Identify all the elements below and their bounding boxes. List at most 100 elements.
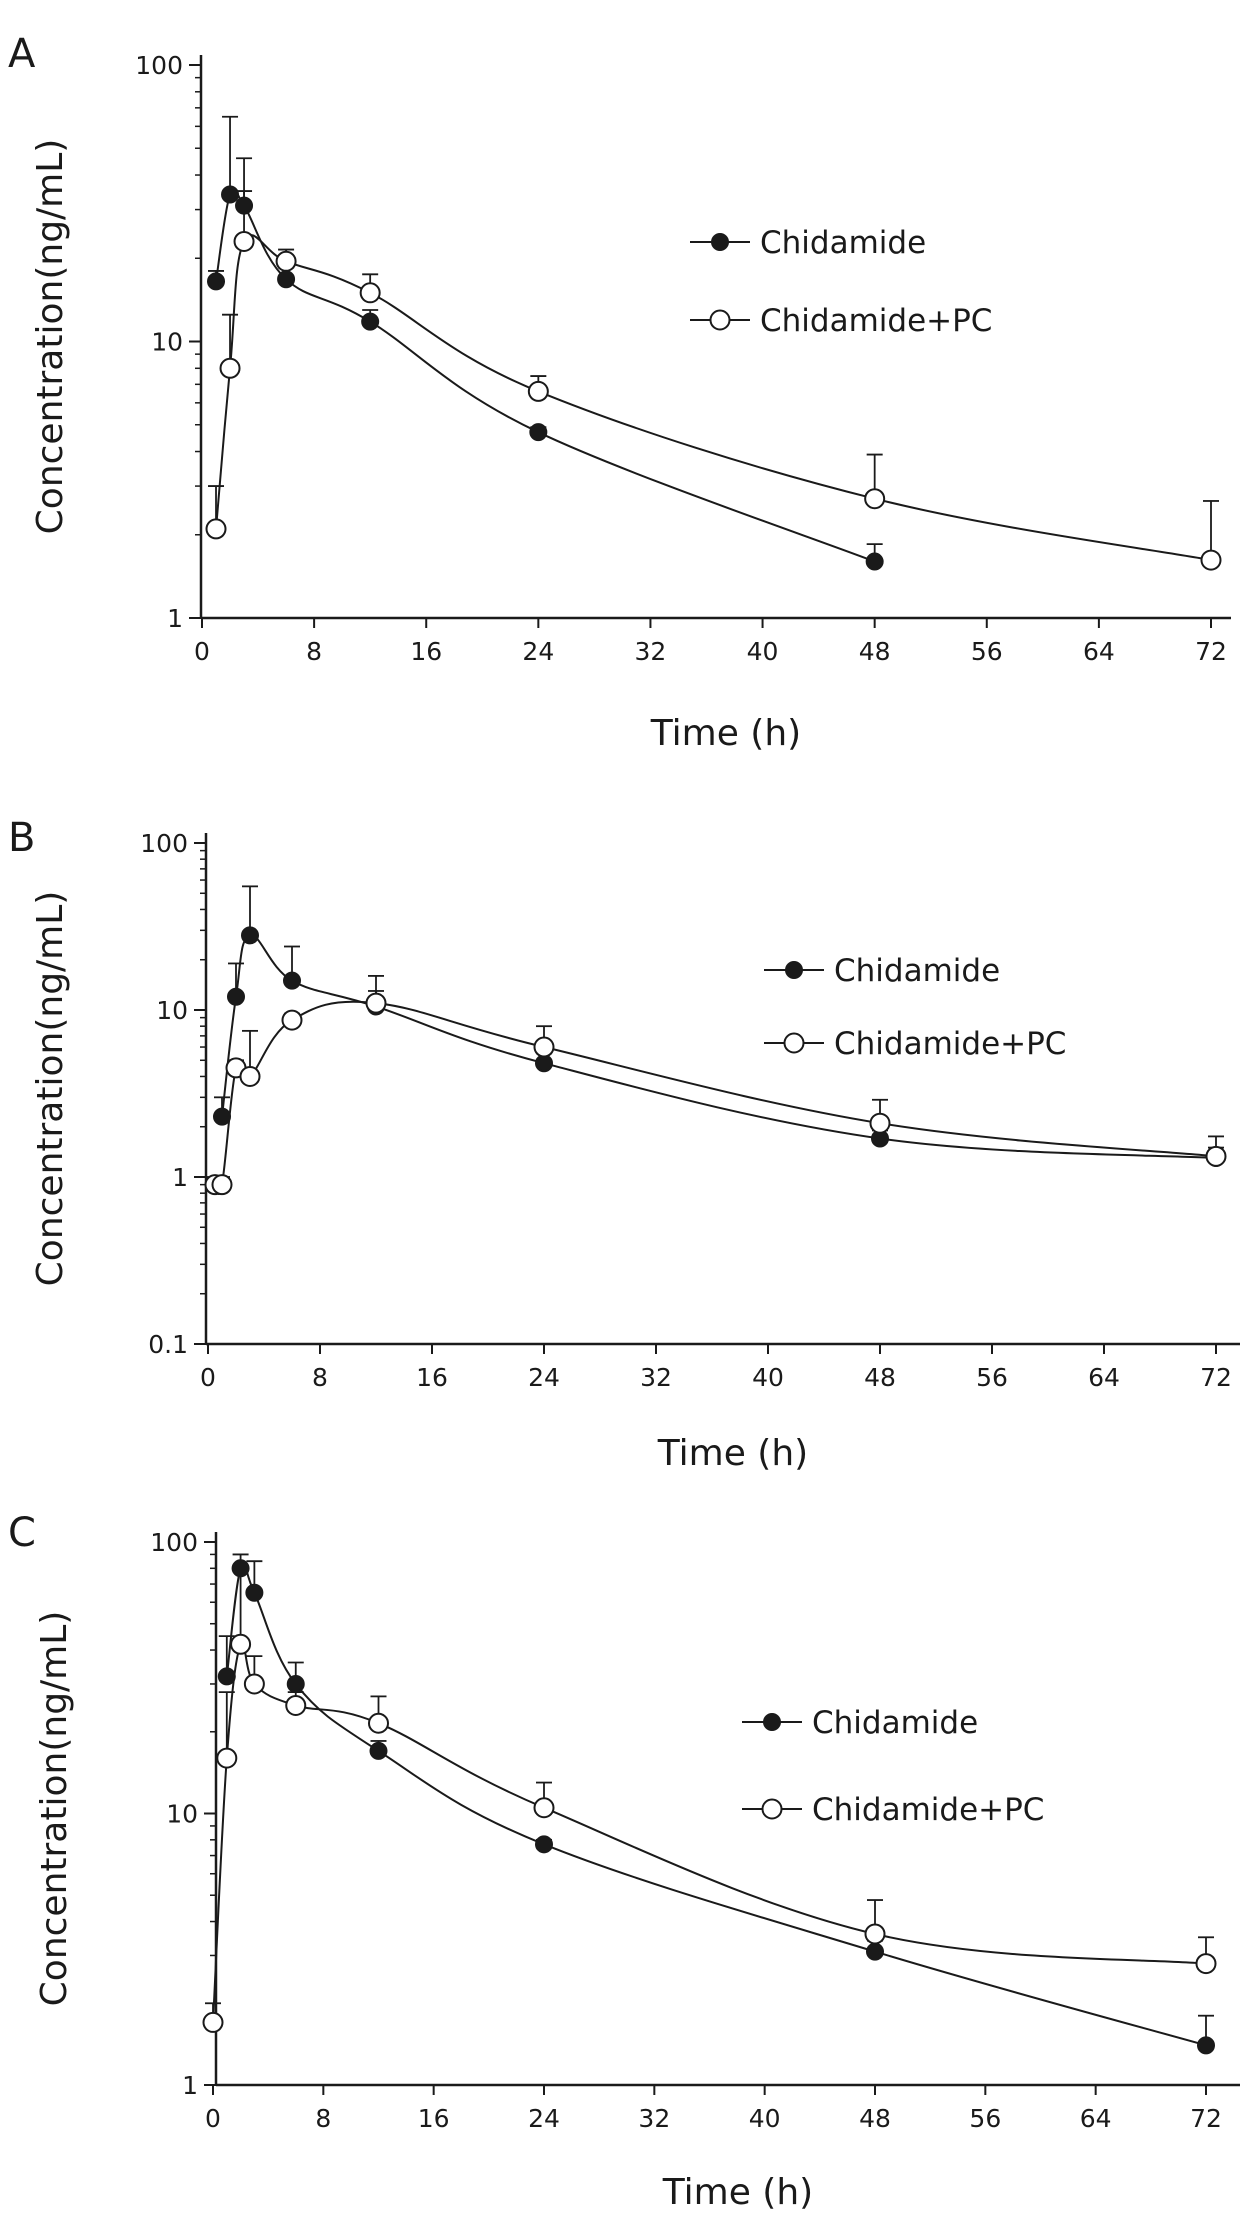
y-tick-label: 100 — [135, 51, 183, 80]
data-point — [219, 357, 241, 379]
x-tick-label: 64 — [1080, 2104, 1112, 2133]
x-tick-label: 40 — [747, 637, 779, 666]
x-tick-label: 0 — [205, 2104, 221, 2133]
data-point — [368, 1712, 389, 1734]
data-point — [533, 1036, 555, 1058]
data-point — [227, 987, 245, 1006]
y-tick-label: 10 — [156, 996, 188, 1025]
legend: Chidamide Chidamide+PC — [742, 1705, 1044, 1828]
data-point — [230, 1633, 252, 1655]
x-tick-label: 56 — [976, 1363, 1008, 1392]
series-chidamide — [217, 1553, 1215, 2055]
y-axis-title: Concentration(ng/mL) — [34, 1611, 75, 2007]
data-point — [217, 1667, 236, 1686]
x-tick-label: 40 — [749, 2104, 781, 2133]
data-point — [1197, 2036, 1215, 2055]
data-point — [369, 1741, 388, 1760]
x-tick-label: 8 — [315, 2104, 331, 2133]
x-tick-label: 72 — [1200, 1363, 1232, 1392]
legend-marker — [761, 1798, 783, 1820]
y-tick-label: 100 — [150, 1528, 198, 1557]
x-axis-title: Time (h) — [662, 2172, 813, 2213]
y-axis-title: Concentration(ng/mL) — [30, 139, 71, 535]
data-point — [202, 2011, 224, 2033]
data-point — [221, 185, 240, 204]
x-tick-label: 0 — [194, 637, 210, 666]
panel-letter: C — [8, 1510, 36, 1556]
x-tick-label: 32 — [635, 637, 667, 666]
data-point — [359, 282, 381, 304]
x-axis-title: Time (h) — [650, 713, 801, 754]
x-tick-label: 32 — [640, 1363, 672, 1392]
data-point — [216, 1747, 238, 1769]
data-point — [281, 1009, 303, 1031]
data-point — [239, 1065, 261, 1087]
x-tick-label: 8 — [312, 1363, 328, 1392]
series-chidamide-pc — [202, 1567, 1217, 2033]
x-tick-label: 64 — [1088, 1363, 1120, 1392]
data-point — [865, 552, 884, 571]
data-point — [869, 1112, 891, 1134]
legend: Chidamide Chidamide+PC — [690, 225, 992, 339]
x-tick-label: 64 — [1083, 637, 1115, 666]
data-point — [243, 1673, 265, 1695]
data-point — [205, 518, 227, 540]
data-point — [864, 488, 886, 510]
data-point — [233, 230, 255, 252]
data-point — [533, 1797, 555, 1819]
x-tick-label: 48 — [864, 1363, 896, 1392]
data-point — [275, 250, 297, 272]
x-tick-label: 16 — [410, 637, 442, 666]
legend-label: Chidamide — [834, 953, 1000, 989]
legend: Chidamide Chidamide+PC — [764, 953, 1066, 1062]
data-point — [527, 380, 549, 402]
chart-panel-a: A 1 10 100 0 8 16 24 32 40 48 56 64 72 Time (h) Concent… — [8, 31, 1231, 754]
y-axis-title: Concentration(ng/mL) — [30, 891, 71, 1287]
legend-label: Chidamide+PC — [834, 1026, 1066, 1062]
data-point — [361, 312, 380, 331]
data-point — [241, 926, 259, 945]
series-line — [215, 234, 1212, 562]
data-point — [1205, 1145, 1227, 1167]
series-chidamide — [207, 115, 884, 571]
data-point — [283, 971, 301, 990]
data-point — [365, 992, 387, 1014]
data-point — [286, 1674, 305, 1693]
legend-label: Chidamide+PC — [812, 1792, 1044, 1828]
x-tick-label: 24 — [528, 1363, 560, 1392]
legend-marker — [783, 1032, 805, 1054]
x-tick-label: 56 — [969, 2104, 1001, 2133]
data-point — [529, 423, 548, 442]
data-point — [211, 1174, 233, 1196]
chart-panel-c: C 1 10 100 0 8 16 24 32 40 48 56 64 72 Time (h) Concent… — [8, 1510, 1240, 2213]
y-tick-label: 10 — [166, 1800, 198, 1829]
data-point — [864, 1923, 886, 1945]
series-line — [221, 934, 1217, 1159]
x-tick-label: 72 — [1190, 2104, 1222, 2133]
data-point — [535, 1835, 553, 1854]
x-axis-title: Time (h) — [657, 1433, 808, 1474]
y-tick-label: 10 — [151, 328, 183, 357]
x-tick-label: 8 — [306, 637, 322, 666]
series-line — [225, 1561, 1207, 2047]
legend-label: Chidamide+PC — [760, 303, 992, 339]
legend-marker — [785, 961, 803, 979]
legend-marker — [711, 233, 729, 251]
panel-letter: B — [8, 815, 35, 861]
x-tick-label: 0 — [200, 1363, 216, 1392]
chart-panel-b: B 0.1 1 10 100 0 8 16 24 32 40 48 56 64 72 Time (h) Conc… — [8, 815, 1240, 1474]
data-point — [277, 270, 296, 289]
data-point — [1195, 1953, 1217, 1975]
x-tick-label: 16 — [418, 2104, 450, 2133]
legend-marker — [709, 309, 731, 331]
series-chidamide — [213, 885, 1225, 1167]
x-tick-label: 56 — [971, 637, 1003, 666]
data-point — [245, 1583, 264, 1602]
x-tick-label: 24 — [528, 2104, 560, 2133]
data-point — [285, 1694, 307, 1716]
y-tick-label: 1 — [182, 2071, 198, 2100]
data-point — [207, 272, 226, 291]
data-point — [213, 1107, 231, 1126]
x-tick-label: 72 — [1195, 637, 1227, 666]
